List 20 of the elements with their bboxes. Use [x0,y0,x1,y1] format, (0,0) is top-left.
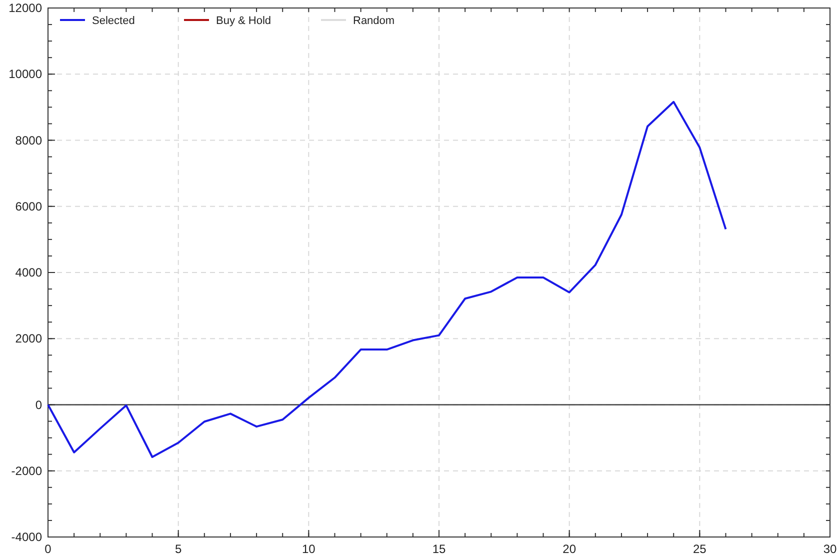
y-tick-label: 8000 [15,133,42,148]
y-tick-label: -4000 [11,530,42,544]
line-series [47,100,727,458]
x-tick-label: 25 [692,542,707,556]
x-tick-label: 20 [562,542,576,556]
x-tick-label: 15 [432,542,446,556]
legend-label: Buy & Hold [216,15,272,27]
legend-label: Random [353,15,395,27]
y-tick-label: 12000 [8,1,42,15]
y-tick-label: 2000 [15,332,42,346]
x-tick-label: 5 [174,542,182,556]
y-tick-label: -2000 [11,464,42,478]
x-tick-label: 10 [302,542,316,556]
y-tick-label: 0 [35,398,42,412]
y-tick-label: 10000 [8,67,42,82]
x-tick-label: 0 [44,542,52,556]
legend-label: Selected [92,15,135,27]
x-tick-label: 30 [823,542,837,556]
y-tick-label: 4000 [15,266,42,280]
y-tick-label: 6000 [15,199,42,214]
